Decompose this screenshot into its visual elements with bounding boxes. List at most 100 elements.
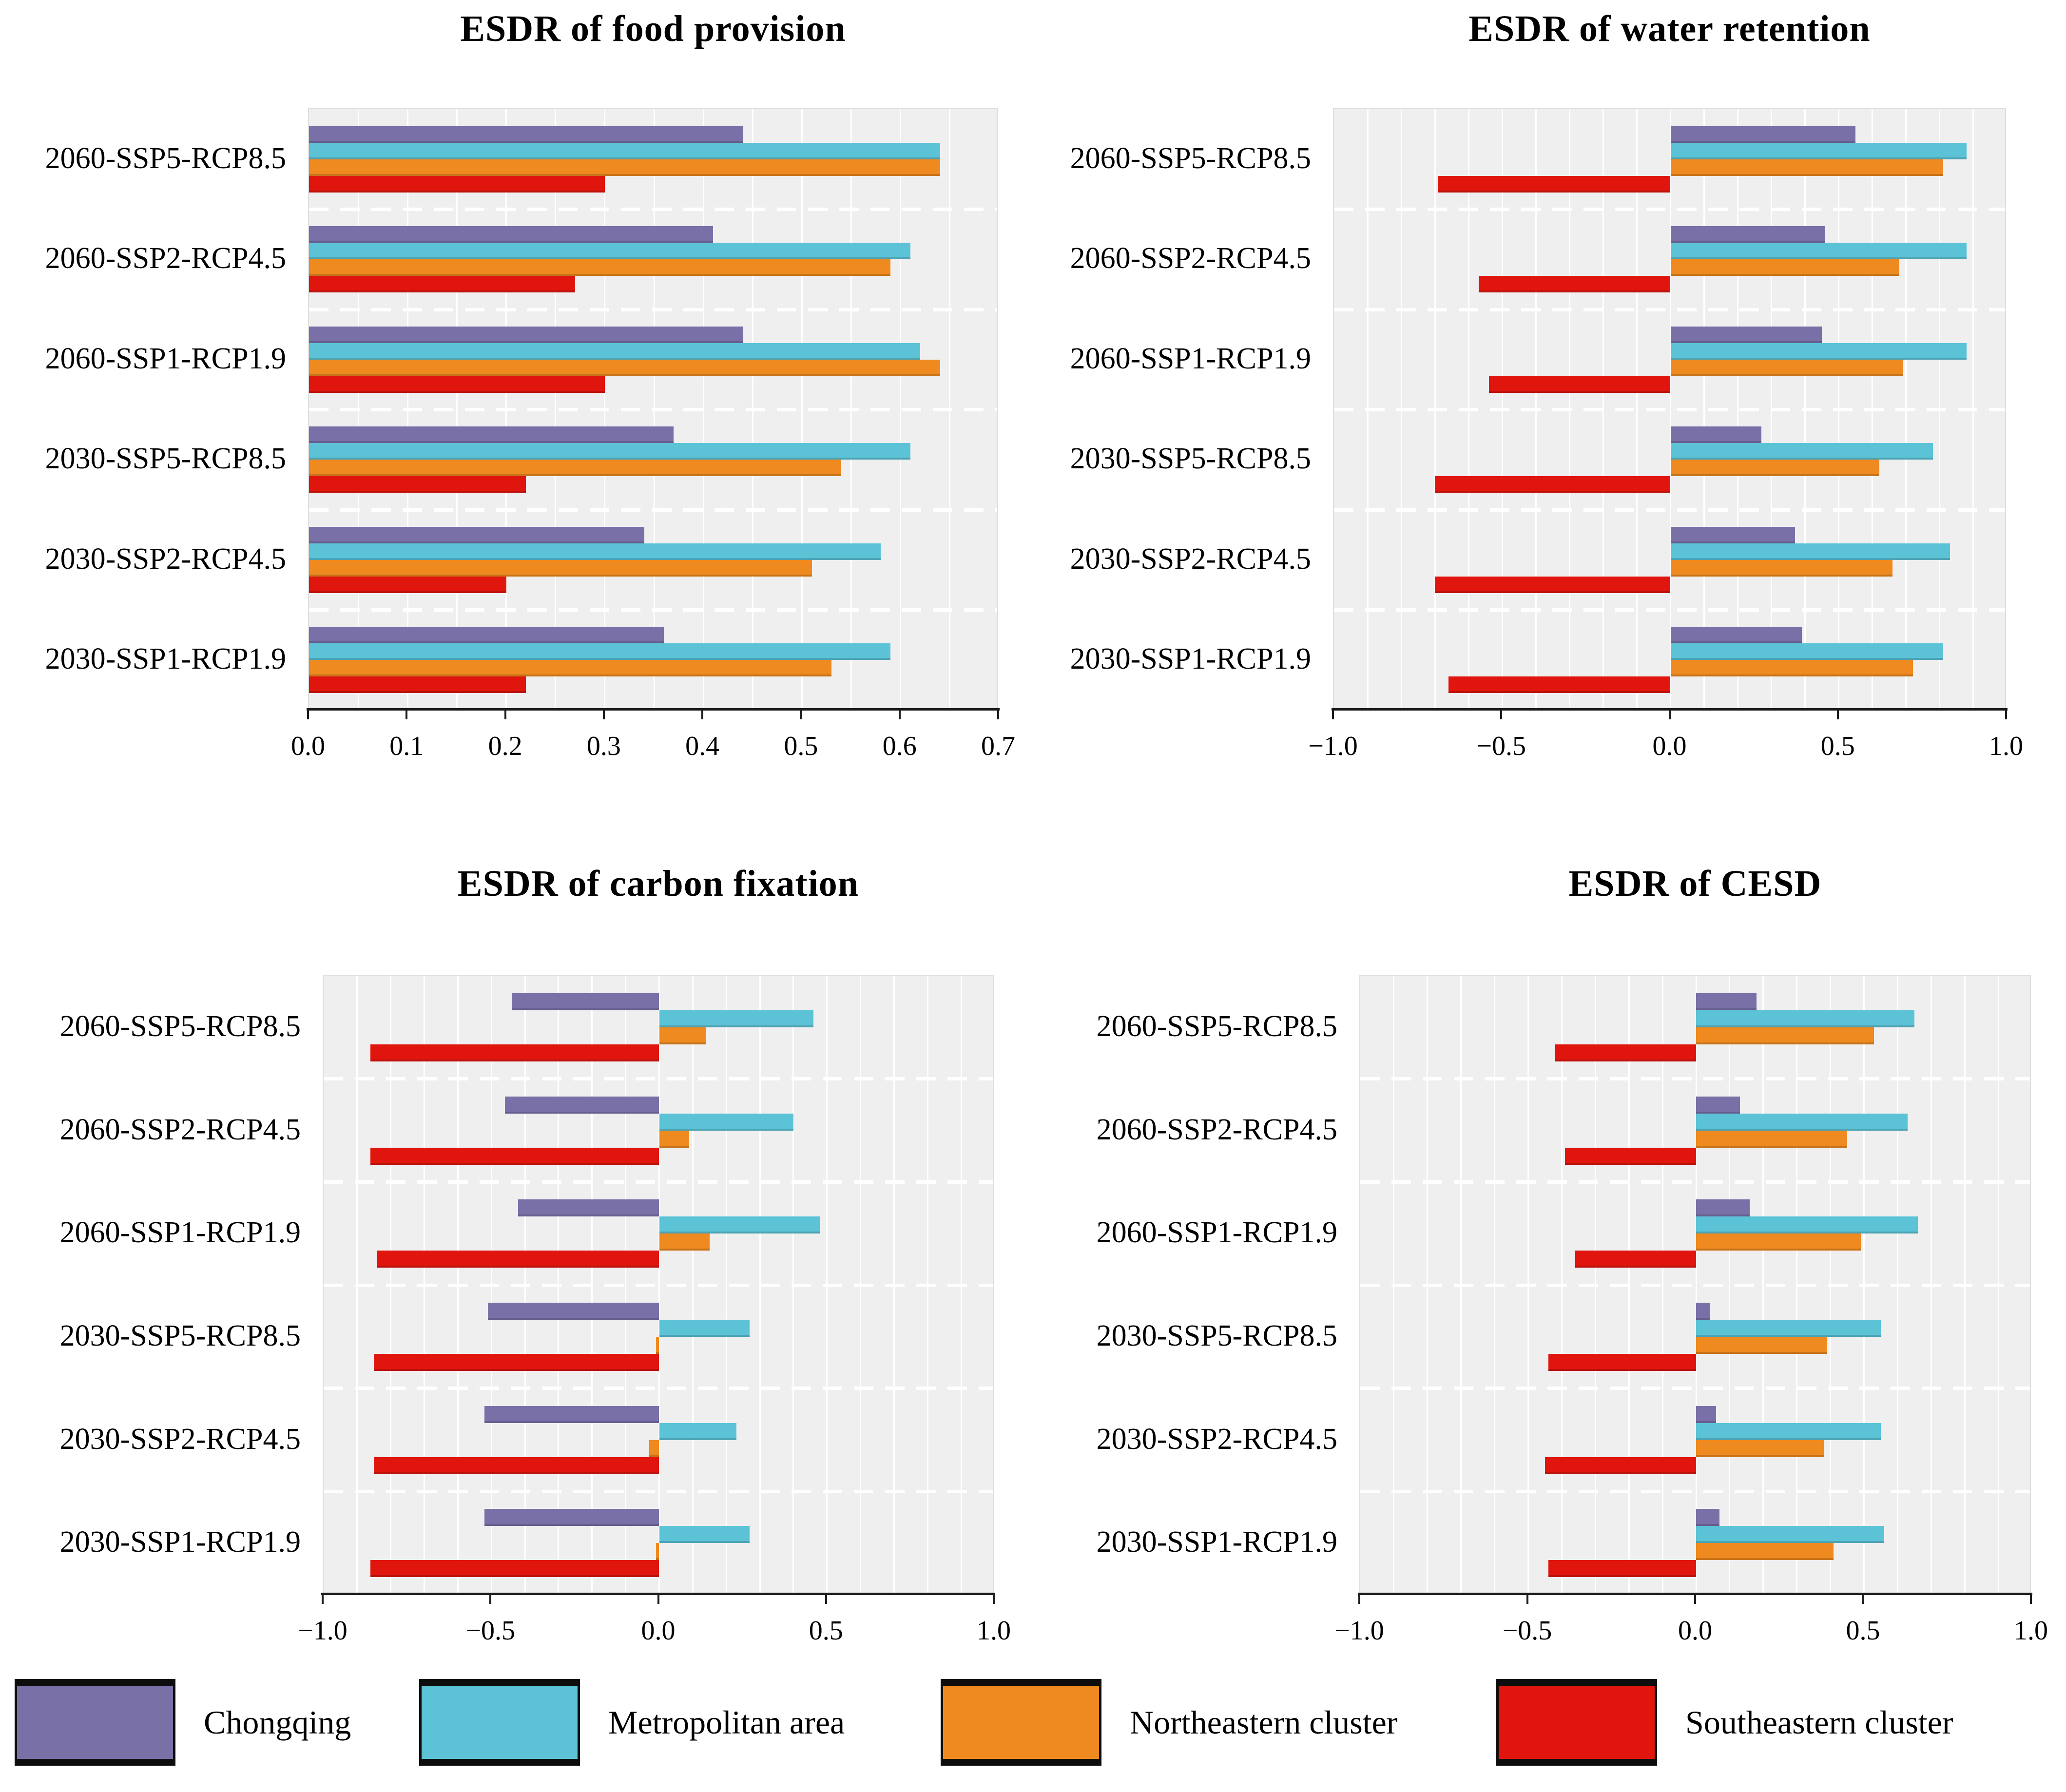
bar-chongqing (1670, 326, 1822, 343)
group-separator (1360, 1283, 2030, 1287)
bar-southeastern-cluster (370, 1044, 659, 1061)
group-separator (1360, 1489, 2030, 1493)
group-separator (309, 308, 997, 311)
bar-chongqing (1696, 1199, 1750, 1217)
bar-southeastern-cluster (1488, 376, 1671, 393)
group-separator (309, 508, 997, 512)
bar-metropolitan-area (1696, 1010, 1914, 1027)
category-label: 2060-SSP1-RCP1.9 (1096, 1216, 1337, 1250)
bar-northeastern-cluster (1696, 1027, 1874, 1044)
x-axis-line (321, 1593, 995, 1595)
x-axis-tick (1526, 1595, 1528, 1604)
bar-northeastern-cluster (309, 359, 940, 376)
bar-southeastern-cluster (1448, 676, 1671, 694)
bar-chongqing (1696, 1302, 1710, 1320)
plot-area-cesd (1359, 975, 2031, 1594)
category-label: 2030-SSP5-RCP8.5 (45, 442, 286, 476)
group-separator (1334, 308, 2005, 311)
category-label: 2030-SSP2-RCP4.5 (45, 542, 286, 576)
bar-chongqing (1670, 627, 1802, 644)
x-axis-tick-label: 0.2 (488, 731, 522, 761)
panel-title-carbon-fixation: ESDR of carbon fixation (457, 863, 859, 904)
x-axis-tick-label: 0.5 (809, 1616, 843, 1646)
bar-northeastern-cluster (1696, 1543, 1834, 1561)
category-label: 2030-SSP2-RCP4.5 (1070, 542, 1311, 576)
bar-metropolitan-area (1696, 1319, 1881, 1337)
x-axis-tick (701, 711, 704, 719)
x-axis-tick (898, 711, 901, 719)
bar-chongqing (518, 1199, 659, 1217)
bar-chongqing (504, 1096, 659, 1114)
bar-chongqing (484, 1406, 659, 1423)
panel-title-food-provision: ESDR of food provision (460, 8, 846, 49)
bar-metropolitan-area (1670, 643, 1943, 660)
x-axis-tick-label: −0.5 (465, 1616, 516, 1646)
x-axis-tick (2030, 1595, 2032, 1604)
category-label: 2030-SSP1-RCP1.9 (59, 1525, 301, 1559)
bar-southeastern-cluster (309, 376, 605, 393)
bar-metropolitan-area (1696, 1216, 1918, 1234)
x-axis-tick (2005, 711, 2007, 719)
bar-southeastern-cluster (1565, 1147, 1696, 1165)
x-axis-tick (322, 1595, 324, 1604)
x-axis-tick-label: −1.0 (298, 1616, 348, 1646)
x-axis-tick (825, 1595, 827, 1604)
bar-southeastern-cluster (1548, 1560, 1696, 1578)
x-axis-tick (1694, 1595, 1696, 1604)
bar-northeastern-cluster (309, 559, 812, 577)
bar-southeastern-cluster (370, 1147, 659, 1165)
group-separator (324, 1180, 993, 1184)
bar-northeastern-cluster (1696, 1440, 1824, 1457)
category-label: 2030-SSP1-RCP1.9 (1070, 642, 1311, 676)
x-axis-tick (997, 711, 999, 719)
category-label: 2030-SSP1-RCP1.9 (1096, 1525, 1337, 1559)
category-label: 2060-SSP2-RCP4.5 (45, 242, 286, 275)
x-axis-line (1358, 1593, 2032, 1595)
x-axis-tick-label: 0.0 (1652, 731, 1687, 761)
bar-southeastern-cluster (1435, 476, 1671, 493)
legend-item-northeastern-cluster: Northeastern cluster (941, 1679, 1397, 1766)
bar-metropolitan-area (1670, 142, 1967, 159)
bar-metropolitan-area (659, 1526, 750, 1543)
bar-northeastern-cluster (1696, 1336, 1827, 1354)
bar-southeastern-cluster (377, 1251, 659, 1268)
group-separator (324, 1489, 993, 1493)
bar-southeastern-cluster (309, 676, 526, 694)
panel-title-water-retention: ESDR of water retention (1468, 8, 1871, 49)
bar-northeastern-cluster (656, 1336, 659, 1354)
x-axis-tick (602, 711, 605, 719)
x-axis-tick-label: 0.5 (784, 731, 818, 761)
x-axis-tick-label: 0.5 (1846, 1616, 1880, 1646)
bar-chongqing (1670, 226, 1826, 243)
bar-northeastern-cluster (656, 1543, 659, 1561)
category-label: 2030-SSP5-RCP8.5 (1096, 1319, 1337, 1352)
bar-chongqing (309, 226, 714, 243)
bar-metropolitan-area (659, 1319, 750, 1337)
x-axis-tick-label: 0.0 (291, 731, 325, 761)
legend-label-metropolitan-area: Metropolitan area (608, 1703, 845, 1741)
x-axis-tick (504, 711, 506, 719)
legend-label-northeastern-cluster: Northeastern cluster (1130, 1703, 1398, 1741)
group-separator (1334, 408, 2005, 411)
bar-southeastern-cluster (374, 1457, 659, 1474)
group-separator (1334, 608, 2005, 612)
panel-title-cesd: ESDR of CESD (1568, 863, 1822, 904)
group-separator (309, 408, 997, 411)
plot-area-food-provision (308, 108, 998, 709)
x-axis-tick (1836, 711, 1839, 719)
x-axis-line (307, 708, 1000, 711)
bar-southeastern-cluster (1545, 1457, 1696, 1474)
category-label: 2060-SSP2-RCP4.5 (1096, 1113, 1337, 1146)
bar-metropolitan-area (309, 543, 881, 560)
legend-item-metropolitan-area: Metropolitan area (419, 1679, 845, 1766)
group-separator (309, 208, 997, 211)
bar-metropolitan-area (659, 1010, 814, 1027)
group-separator (324, 1077, 993, 1081)
x-axis-tick-label: −0.5 (1502, 1616, 1552, 1646)
bar-chongqing (309, 627, 664, 644)
bar-southeastern-cluster (1575, 1251, 1696, 1268)
legend-swatch-southeastern-cluster (1496, 1679, 1657, 1766)
group-separator (1360, 1077, 2030, 1081)
x-axis-tick-label: −1.0 (1308, 731, 1358, 761)
